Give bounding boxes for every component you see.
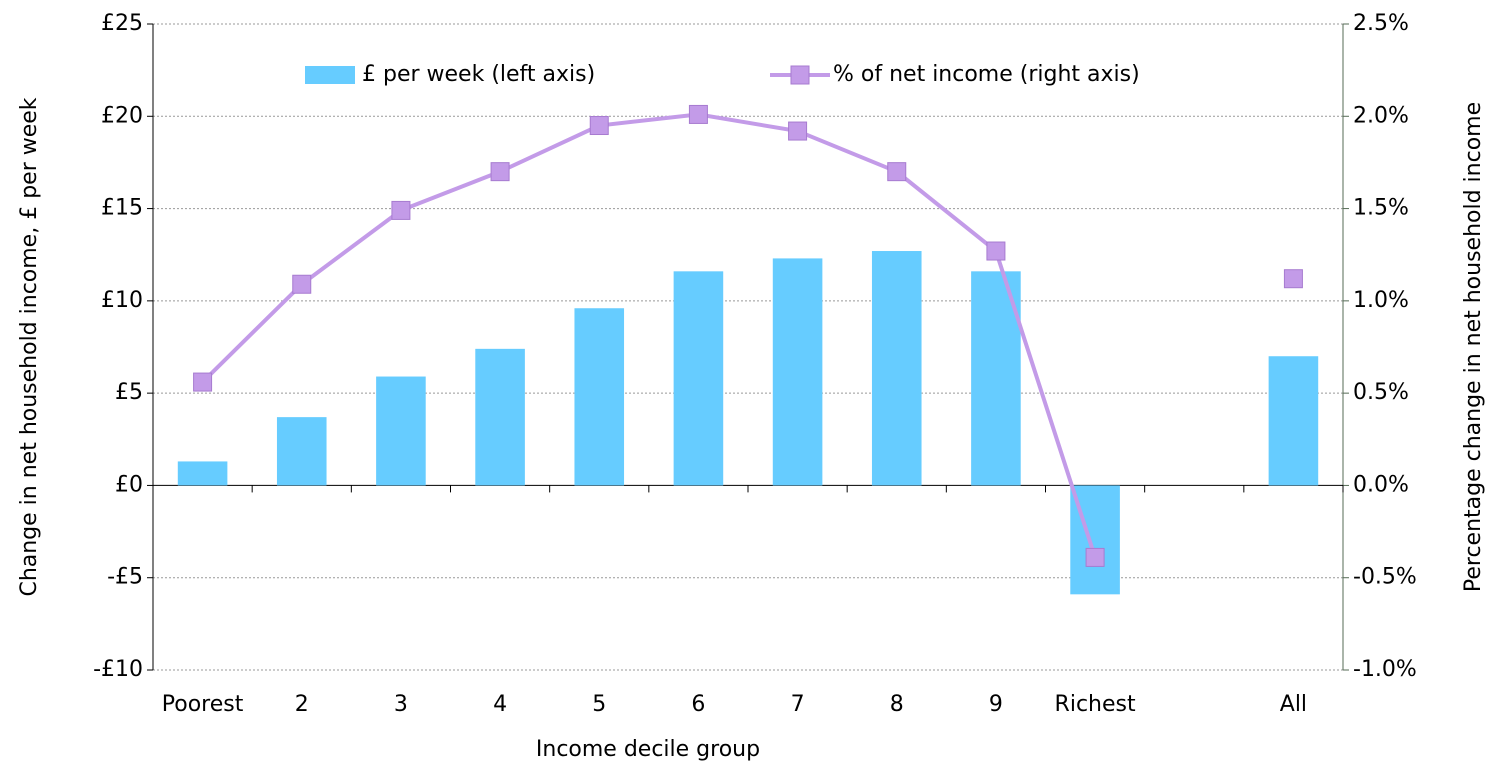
bar [276,417,327,486]
bar [673,271,724,486]
line-marker [391,200,411,220]
bar [772,258,823,486]
y2-tick-label: 1.5% [1353,196,1409,221]
y2-tick-label: -1.0% [1353,657,1417,682]
bar [1070,485,1120,595]
y-tick-label: £20 [101,103,143,128]
y2-tick-label: 0.5% [1353,380,1409,405]
x-axis-title: Income decile group [536,737,760,762]
line-marker [193,372,213,392]
legend-swatch [790,65,810,85]
y-tick-label: £5 [115,380,143,405]
y2-tick-label: 1.0% [1353,288,1409,313]
y-tick-label: £15 [101,196,143,221]
y-tick-label: £0 [115,472,143,497]
line-marker [688,104,708,124]
x-tick-label: Richest [1055,692,1136,717]
line-marker [1283,269,1303,289]
y2-tick-label: 2.0% [1353,103,1409,128]
y-tick-label: £25 [101,11,143,36]
x-tick-label: 8 [890,692,904,717]
y-tick-label: -£5 [107,565,143,590]
x-tick-label: 7 [791,692,805,717]
line-marker [986,241,1006,261]
y2-axis-title: Percentage change in net household incom… [1461,102,1486,592]
y2-tick-label: 2.5% [1353,11,1409,36]
line-marker [788,121,808,141]
legend-label: £ per week (left axis) [362,62,595,87]
y-tick-label: £10 [101,288,143,313]
bar [475,348,525,486]
x-tick-label: All [1280,692,1307,717]
bar [177,461,228,486]
y-axis-title: Change in net household income, £ per we… [17,97,42,596]
line-marker [292,274,312,294]
y2-tick-label: -0.5% [1353,565,1417,590]
x-tick-label: 4 [493,692,507,717]
x-tick-label: 5 [592,692,606,717]
x-tick-label: 9 [989,692,1003,717]
bar [574,308,625,486]
y-tick-label: -£10 [93,657,143,682]
legend-label: % of net income (right axis) [833,62,1140,87]
line-marker [887,162,907,182]
legend-swatch [305,66,355,84]
x-tick-label: 3 [394,692,408,717]
y2-tick-label: 0.0% [1353,472,1409,497]
x-tick-label: 2 [295,692,309,717]
bar [376,376,426,486]
bar [1268,356,1319,486]
line-marker [589,116,609,136]
bar [871,251,922,486]
x-tick-label: Poorest [162,692,244,717]
x-tick-label: 6 [691,692,705,717]
line-marker [490,162,510,182]
line-marker [1085,547,1105,567]
